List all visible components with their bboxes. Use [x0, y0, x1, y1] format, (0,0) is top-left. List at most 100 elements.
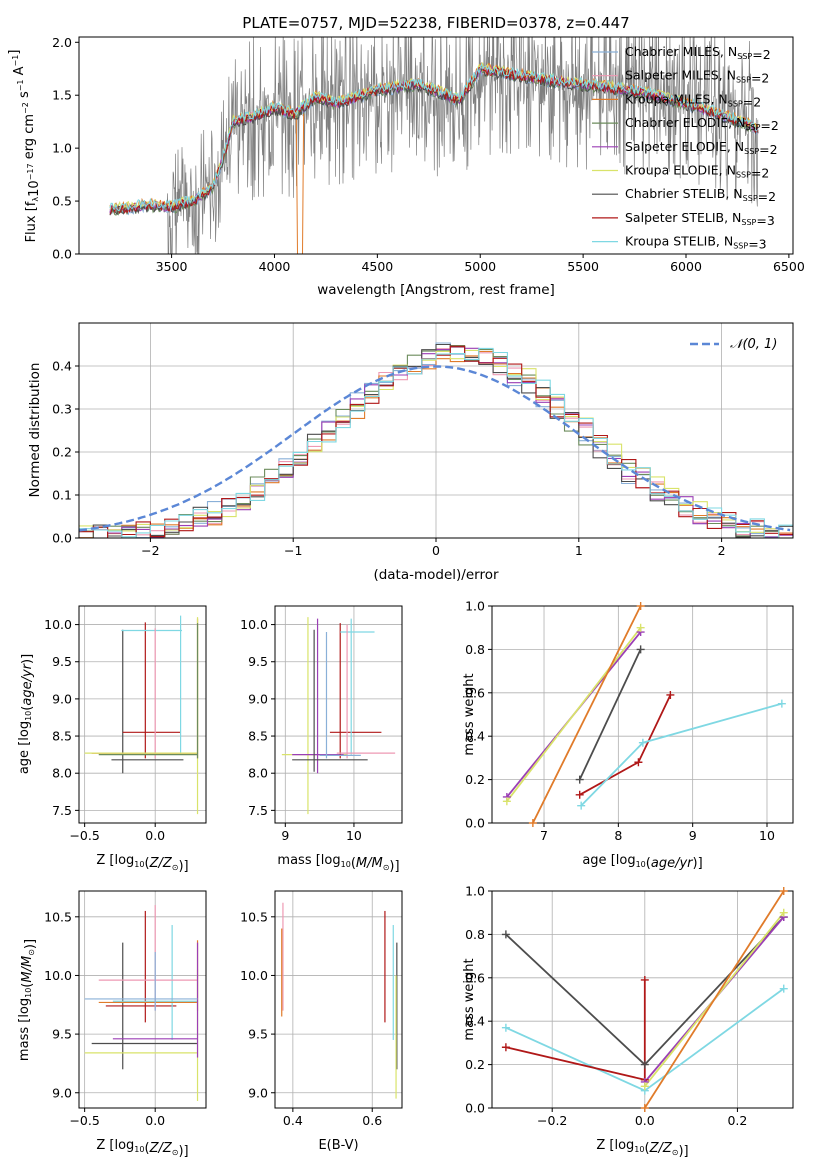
- y-tick-label: 9.5: [248, 1027, 268, 1042]
- x-tick-label: 9: [689, 828, 697, 843]
- model-spectrum-kroupa_stelib: [109, 62, 759, 212]
- weight-line-kroupa_miles: [644, 891, 785, 1108]
- y-tick-label: 0.4: [465, 729, 485, 744]
- weight-marker-kroupa_elodie: [640, 1082, 649, 1091]
- figure-title: PLATE=0757, MJD=52238, FIBERID=0378, z=0…: [242, 14, 629, 32]
- axes-mass_vs_ebv: 0.4 0.6 9.0 9.5 10.0 10.5 E(B-V): [240, 890, 403, 1153]
- weight-line-kroupa_stelib: [580, 702, 783, 807]
- y-tick-label: 0.0: [52, 247, 72, 262]
- weight-line-kroupa_miles: [532, 606, 642, 823]
- weight-marker-chabrier_stelib: [575, 775, 584, 784]
- y-tick-label: 9.5: [248, 654, 268, 669]
- x-tick-label: 10: [346, 828, 362, 843]
- y-tick-label: 0.8: [465, 927, 485, 942]
- y-axis-label: mass weight: [462, 673, 477, 755]
- axes-spectrum: 3500 4000 4500 5000 5500 6000 6500 0.0 0.5 1.0 1.5…: [7, 35, 805, 298]
- legend-label-normal: 𝒩(0, 1): [730, 337, 777, 352]
- legend: Chabrier MILES, NSSP=2 Salpeter MILES, NS…: [592, 44, 779, 252]
- y-tick-label: 0.6: [465, 685, 485, 700]
- axes-frame: [274, 605, 403, 824]
- x-tick-label: 8: [614, 828, 622, 843]
- y-tick-label: 0.2: [52, 445, 72, 460]
- x-tick-label: 1: [575, 543, 583, 558]
- weight-marker-kroupa_miles: [528, 819, 537, 827]
- observed-spectrum: [109, 37, 759, 254]
- x-tick-label: 3500: [156, 259, 188, 274]
- x-tick-label: 0.0: [145, 1113, 165, 1128]
- weight-marker-kroupa_stelib: [777, 699, 786, 708]
- axes-weight_vs_Z: −0.2 0.0 0.2 0.0 0.2 0.4 0.6 0.8 1.0 Z [log10(Z/Z…: [462, 884, 794, 1159]
- weight-marker-kroupa_miles: [779, 887, 788, 895]
- y-tick-label: 9.0: [52, 691, 72, 706]
- plot-area: [109, 37, 759, 254]
- normal-curve: [79, 365, 791, 532]
- y-tick-label: 1.0: [465, 599, 485, 614]
- weight-marker-salpeter_stelib: [501, 1043, 510, 1052]
- weight-marker-chabrier_stelib: [640, 1060, 649, 1069]
- axes-mass_vs_Z: −0.5 0.0 9.0 9.5 10.0 10.5 Z [log10(Z/Z⊙)] mass…: [17, 890, 207, 1159]
- axes-age_vs_mass: 9 10 7.5 8.0 8.5 9.0 9.5 10.0 mass [log10(M/M⊙)]: [240, 605, 403, 874]
- x-tick-label: 6500: [773, 259, 805, 274]
- y-tick-label: 0.8: [465, 642, 485, 657]
- y-axis-label: Normed distribution: [27, 363, 43, 498]
- x-tick-label: −2: [141, 543, 159, 558]
- y-tick-label: 0.6: [465, 970, 485, 985]
- y-tick-label: 8.5: [248, 729, 268, 744]
- y-tick-label: 2.0: [52, 35, 72, 50]
- y-tick-label: 0.4: [465, 1014, 485, 1029]
- y-tick-label: 0.4: [52, 359, 72, 374]
- weight-marker-kroupa_stelib: [638, 738, 647, 747]
- y-tick-label: 0.2: [465, 772, 485, 787]
- weight-marker-salpeter_stelib: [575, 790, 584, 799]
- y-axis-label: mass [log10(M/M⊙)]: [17, 939, 38, 1061]
- weight-marker-kroupa_stelib: [577, 801, 586, 810]
- residual-histogram-kroupa_miles: [79, 350, 793, 538]
- weight-marker-chabrier_stelib: [636, 645, 645, 654]
- x-tick-label: 0.0: [635, 1113, 655, 1128]
- x-tick-label: 0.6: [362, 1113, 382, 1128]
- axes-residuals: −2 −1 0 1 2 0.0 0.1 0.2 0.3 0.4 𝒩(0, 1) (data-model…: [27, 322, 794, 583]
- x-axis-label: Z [log10(Z/Z⊙)]: [596, 1138, 688, 1159]
- x-tick-label: 6000: [670, 259, 702, 274]
- y-tick-label: 0.2: [465, 1057, 485, 1072]
- x-tick-label: 0.4: [283, 1113, 303, 1128]
- y-axis-label: age [log10(age/yr)]: [17, 654, 35, 774]
- x-axis-label: Z [log10(Z/Z⊙)]: [96, 1138, 188, 1159]
- x-tick-label: 0.2: [727, 1113, 747, 1128]
- x-tick-label: 0.0: [145, 828, 165, 843]
- weight-line-kroupa_elodie: [506, 627, 642, 802]
- legend-label-chabrier_elodie: Chabrier ELODIE, NSSP=2: [625, 115, 779, 133]
- y-tick-label: 9.5: [52, 654, 72, 669]
- weight-marker-kroupa_elodie: [779, 908, 788, 917]
- x-tick-label: 7: [540, 828, 548, 843]
- y-tick-label: 10.0: [240, 617, 268, 632]
- legend-label-chabrier_miles: Chabrier MILES, NSSP=2: [625, 44, 771, 62]
- y-tick-label: 0.0: [465, 1101, 485, 1116]
- x-tick-label: 5000: [464, 259, 496, 274]
- x-tick-label: −0.5: [69, 828, 99, 843]
- weight-marker-kroupa_elodie: [502, 797, 511, 806]
- y-tick-label: 0.3: [52, 402, 72, 417]
- y-tick-label: 7.5: [248, 803, 268, 818]
- plot-area: [84, 615, 199, 815]
- y-tick-label: 7.5: [52, 803, 72, 818]
- legend-label-salpeter_miles: Salpeter MILES, NSSP=2: [625, 68, 769, 86]
- plot-area: [79, 342, 793, 538]
- weight-marker-kroupa_miles: [640, 1104, 649, 1112]
- y-tick-label: 1.5: [52, 88, 72, 103]
- legend-label-kroupa_miles: Kroupa MILES, NSSP=2: [625, 91, 761, 109]
- y-tick-label: 9.0: [248, 691, 268, 706]
- axes-frame: [78, 36, 794, 255]
- axes-frame: [78, 605, 207, 824]
- legend-label-salpeter_stelib: Salpeter STELIB, NSSP=3: [625, 210, 775, 228]
- y-tick-label: 1.0: [465, 884, 485, 899]
- axes-age_vs_Z: −0.5 0.0 7.5 8.0 8.5 9.0 9.5 10.0 Z [log10(Z/Z⊙)…: [17, 605, 207, 874]
- x-tick-label: −1: [284, 543, 302, 558]
- y-axis-label: mass weight: [462, 958, 477, 1040]
- x-axis-label: Z [log10(Z/Z⊙)]: [96, 853, 188, 874]
- plot-area: [281, 902, 398, 1099]
- x-tick-label: 9: [281, 828, 289, 843]
- legend-label-salpeter_elodie: Salpeter ELODIE, NSSP=2: [625, 139, 778, 157]
- y-tick-label: 8.5: [52, 729, 72, 744]
- y-tick-label: 10.0: [240, 968, 268, 983]
